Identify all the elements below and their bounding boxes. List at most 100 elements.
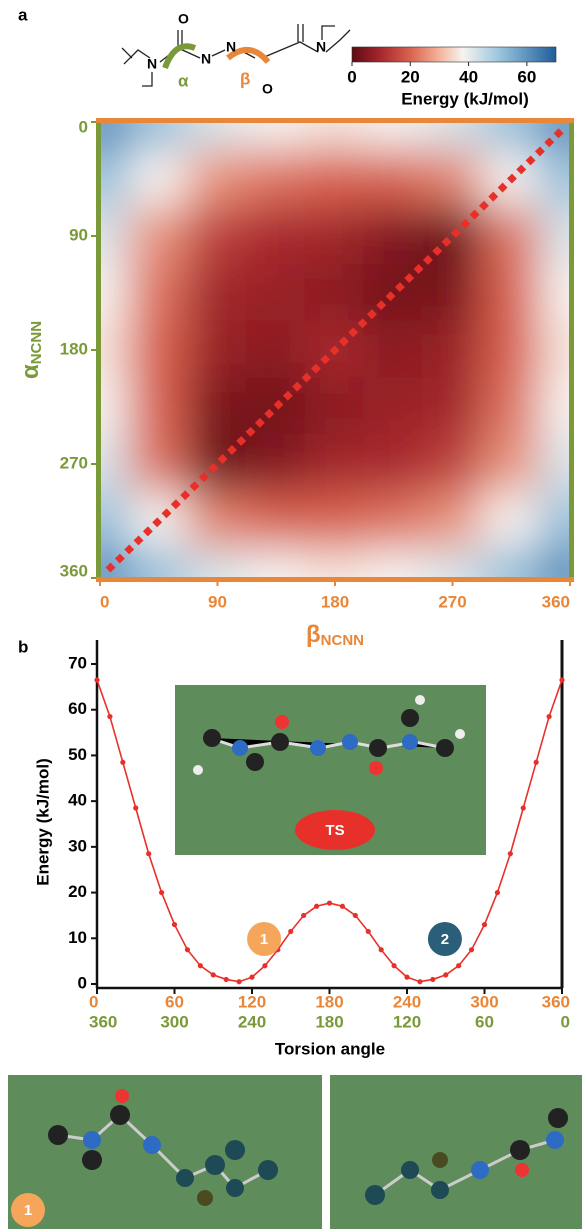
y-tick-label: 90 <box>69 225 88 244</box>
heatmap-cell <box>304 149 366 209</box>
x-tick-label: 180 <box>321 592 349 611</box>
point <box>378 947 384 953</box>
heatmap-cell <box>100 122 131 152</box>
x-tick-label: 240 <box>393 992 421 1011</box>
point <box>365 928 371 935</box>
heatmap-cell <box>363 434 425 494</box>
heatmap-cell <box>187 434 248 494</box>
y-tick-label: 20 <box>68 882 87 901</box>
x-axis-label: βNCNN <box>306 621 364 649</box>
point <box>339 903 346 909</box>
y-axis-label-main: α <box>17 364 44 379</box>
heatmap-cell <box>245 434 307 494</box>
heatmap-cell <box>480 377 542 437</box>
x-axis-label-main: β <box>306 621 321 648</box>
heatmap-cell <box>187 122 248 152</box>
diagonal <box>105 127 565 573</box>
heatmap-cell <box>245 320 307 380</box>
scheme-atom: N <box>201 51 211 67</box>
inset-label: TS <box>325 822 344 839</box>
point <box>94 677 100 683</box>
x-axis-bar <box>96 118 574 123</box>
heatmap-cell <box>363 548 425 578</box>
heatmap-cells <box>100 122 570 578</box>
heatmap-cell <box>128 548 190 578</box>
heatmap-cell <box>363 149 425 209</box>
scheme-beta: β <box>240 69 250 88</box>
heatmap-cell <box>187 320 248 380</box>
heatmap-cell <box>539 434 570 494</box>
point <box>288 928 294 935</box>
point <box>171 921 178 928</box>
x-tick-label: 270 <box>438 592 466 611</box>
heatmap-cell <box>100 377 131 437</box>
heatmap-cell <box>422 548 483 578</box>
heatmap-cell <box>187 548 248 578</box>
heatmap-cell <box>422 434 483 494</box>
x-tick-label: 120 <box>238 992 266 1011</box>
ts-inset <box>175 685 486 855</box>
heatmap-cell <box>100 434 131 494</box>
point <box>210 972 216 978</box>
heatmap-cell <box>100 149 131 209</box>
heatmap-cell <box>480 548 542 578</box>
heatmap-cell <box>245 149 307 209</box>
heatmap-cell <box>363 206 425 266</box>
y-tick-label: 50 <box>68 745 87 764</box>
structure-label: 1 <box>24 1202 32 1219</box>
point <box>236 979 242 985</box>
y-axis-label: Energy (kJ/mol) <box>33 758 52 886</box>
heatmap <box>100 122 570 578</box>
colorbar-label: Energy (kJ/mol) <box>401 89 529 108</box>
heatmap-cell <box>422 122 483 152</box>
y-tick-label: 0 <box>79 117 88 136</box>
heatmap-cell <box>480 491 542 551</box>
x-tick-label: 360 <box>542 992 570 1011</box>
heatmap-cell <box>304 263 366 323</box>
annotation-badge <box>247 922 282 956</box>
point <box>520 805 526 811</box>
point <box>133 805 139 811</box>
point <box>120 759 126 765</box>
heatmap-cell <box>422 491 483 551</box>
heatmap-cell <box>187 206 248 266</box>
point <box>158 889 165 896</box>
scheme-atom: O <box>262 81 273 97</box>
heatmap-cell <box>304 491 366 551</box>
heatmap-cell <box>100 491 131 551</box>
y-tick-label: 0 <box>78 973 87 992</box>
x-axis-bar <box>96 577 574 582</box>
heatmap-cell <box>245 491 307 551</box>
x-secondary-tick-label: 180 <box>315 1012 343 1031</box>
scheme-atom: N <box>316 39 326 55</box>
y-tick-label: 70 <box>68 653 87 672</box>
x-secondary-tick-label: 0 <box>561 1012 570 1031</box>
y-tick-label: 180 <box>60 339 88 358</box>
point <box>197 963 203 969</box>
scheme-atom: N <box>226 39 236 55</box>
x-secondary-tick-label: 240 <box>238 1012 266 1031</box>
y-tick-label: 30 <box>68 836 87 855</box>
heatmap-cell <box>100 263 131 323</box>
heatmap-cell <box>304 548 366 578</box>
heatmap-cell <box>128 434 190 494</box>
x-secondary-tick-label: 360 <box>89 1012 117 1031</box>
heatmap-cell <box>422 263 483 323</box>
heatmap-cell <box>539 263 570 323</box>
heatmap-cell <box>128 377 190 437</box>
x-tick-label: 180 <box>315 992 343 1011</box>
heatmap-cell <box>539 149 570 209</box>
heatmap-cell <box>128 263 190 323</box>
colorbar-tick-label: 60 <box>517 67 536 86</box>
heatmap-cell <box>128 206 190 266</box>
heatmap-cell <box>480 434 542 494</box>
y-axis-label-sub: NCNN <box>28 321 45 364</box>
y-tick-label: 60 <box>68 699 87 718</box>
x-tick-label: 60 <box>165 992 184 1011</box>
point <box>352 912 358 919</box>
point <box>184 947 191 953</box>
heatmap-cell <box>304 206 366 266</box>
x-secondary-tick-label: 120 <box>393 1012 421 1031</box>
